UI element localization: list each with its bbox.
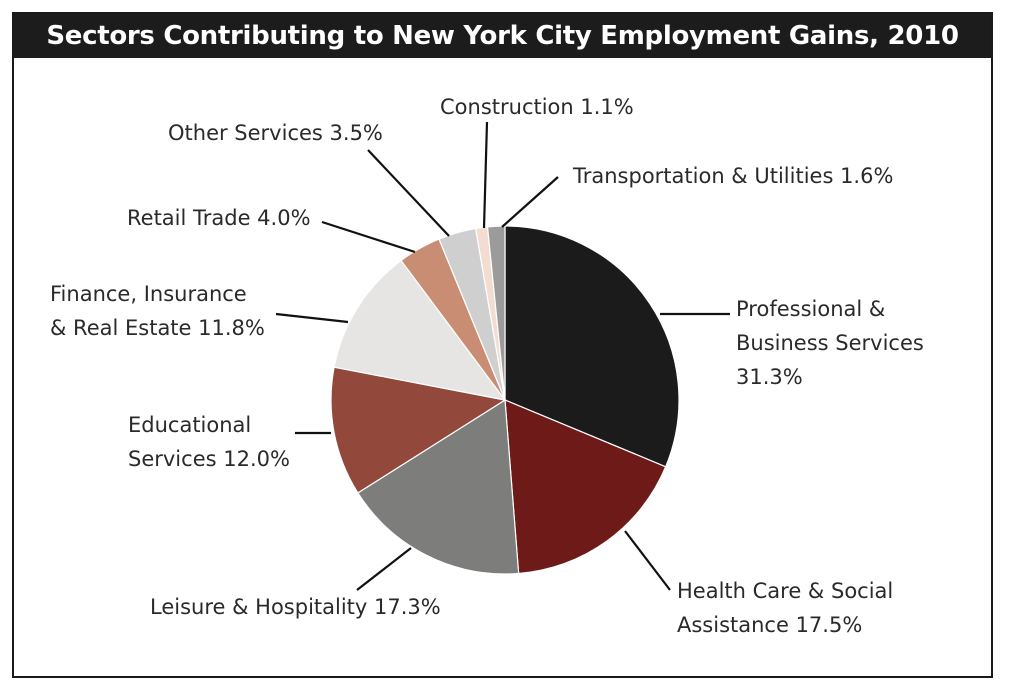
pie-slice [330, 366, 507, 494]
slice-label: Transportation & Utilities 1.6% [572, 164, 893, 188]
leader-lines [275, 121, 730, 591]
pie-slice [357, 398, 520, 575]
slice-label: Other Services 3.5% [168, 121, 383, 145]
slice-label-line: Other Services 3.5% [168, 121, 383, 145]
leader-line [321, 220, 416, 254]
leader-line [356, 547, 412, 591]
slice-label-line: Transportation & Utilities 1.6% [572, 164, 893, 188]
slice-label-line: Leisure & Hospitality 17.3% [150, 595, 441, 619]
slice-label-line: Business Services [736, 331, 924, 355]
leader-line [501, 176, 559, 228]
slice-labels: Professional & Business Services 31.3% Heal… [50, 95, 924, 637]
leader-line [482, 121, 489, 229]
slice-label-line: Finance, Insurance [50, 282, 247, 306]
slice-label-line: & Real Estate 11.8% [50, 316, 265, 340]
slice-label: Professional & Business Services 31.3% [736, 297, 924, 389]
slice-label-line: Educational [128, 413, 251, 437]
slice-label-line: Retail Trade 4.0% [127, 206, 311, 230]
leader-line [275, 312, 349, 324]
slice-label-line: Assistance 17.5% [677, 613, 862, 637]
leader-line [624, 530, 671, 591]
slice-label: Health Care & Social Assistance 17.5% [677, 579, 893, 637]
title-bar: Sectors Contributing to New York City Em… [14, 14, 991, 58]
slice-label: Finance, Insurance & Real Estate 11.8% [50, 282, 265, 340]
slice-label-line: Services 12.0% [128, 447, 290, 471]
pie-slice [333, 259, 507, 401]
slice-label: Educational Services 12.0% [128, 413, 290, 471]
slice-label: Retail Trade 4.0% [127, 206, 311, 230]
pie-slice [504, 225, 680, 468]
slice-label: Leisure & Hospitality 17.3% [150, 595, 441, 619]
slice-label-line: Professional & [736, 297, 885, 321]
slice-label-line: Health Care & Social [677, 579, 893, 603]
chart-title: Sectors Contributing to New York City Em… [46, 21, 959, 51]
pie-slice [504, 399, 667, 575]
slice-label: Construction 1.1% [440, 95, 634, 119]
leader-line [367, 149, 450, 237]
pie-slice [486, 225, 506, 401]
pie-slices [330, 225, 680, 575]
slice-label-line: 31.3% [736, 365, 803, 389]
slice-label-line: Construction 1.1% [440, 95, 634, 119]
